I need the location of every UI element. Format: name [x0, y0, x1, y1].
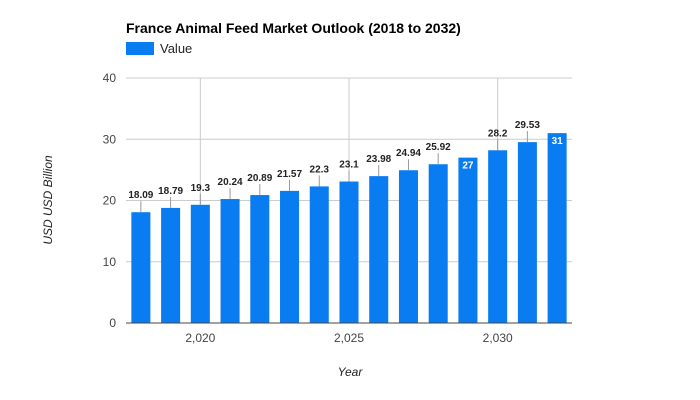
y-tick-label: 0 [109, 316, 116, 330]
bar [190, 204, 210, 323]
chart-title: France Animal Feed Market Outlook (2018 … [126, 20, 461, 36]
bar [280, 190, 300, 323]
data-label: 22.3 [310, 164, 330, 175]
x-tick-label: 2,030 [483, 331, 513, 345]
bar [547, 133, 567, 323]
data-label: 23.1 [339, 160, 359, 171]
y-axis-title: USD USD Billion [41, 155, 55, 245]
bar [517, 142, 537, 323]
y-tick-label: 40 [103, 71, 117, 85]
bar [220, 199, 240, 323]
data-label: 23.98 [366, 154, 391, 165]
data-label: 31 [552, 136, 564, 147]
bar [339, 181, 359, 323]
bar [161, 207, 181, 323]
x-tick-label: 2,020 [185, 331, 215, 345]
x-tick-label: 2,025 [334, 331, 364, 345]
data-label: 29.53 [515, 120, 540, 131]
data-label: 21.57 [277, 169, 302, 180]
y-tick-label: 10 [103, 255, 117, 269]
data-label: 18.79 [158, 186, 183, 197]
y-tick-label: 30 [103, 132, 117, 146]
bar [309, 186, 329, 323]
bar [488, 150, 508, 323]
legend-label: Value [160, 41, 192, 56]
data-label: 27 [462, 161, 474, 172]
bar [398, 170, 418, 323]
data-label: 20.24 [218, 177, 243, 188]
data-label: 20.89 [247, 173, 272, 184]
data-label: 25.92 [426, 142, 451, 153]
bar [369, 176, 389, 323]
bar [458, 157, 478, 323]
legend: Value [126, 41, 192, 56]
y-tick-label: 20 [103, 194, 117, 208]
x-axis-title: Year [338, 365, 364, 379]
data-label: 28.2 [488, 128, 508, 139]
bar [428, 164, 448, 323]
data-labels: 18.09 18.79 19.3 20.24 20.89 21.57 22.3 23.1 23.… [128, 120, 564, 213]
data-label: 19.3 [191, 183, 211, 194]
bar [131, 212, 151, 323]
data-label: 18.09 [128, 190, 153, 201]
data-label: 24.94 [396, 148, 421, 159]
bar [250, 195, 270, 323]
legend-swatch [126, 42, 154, 55]
axes: 0 10 20 30 40 2,020 2,025 2,030 [103, 71, 572, 345]
bars [131, 133, 567, 323]
